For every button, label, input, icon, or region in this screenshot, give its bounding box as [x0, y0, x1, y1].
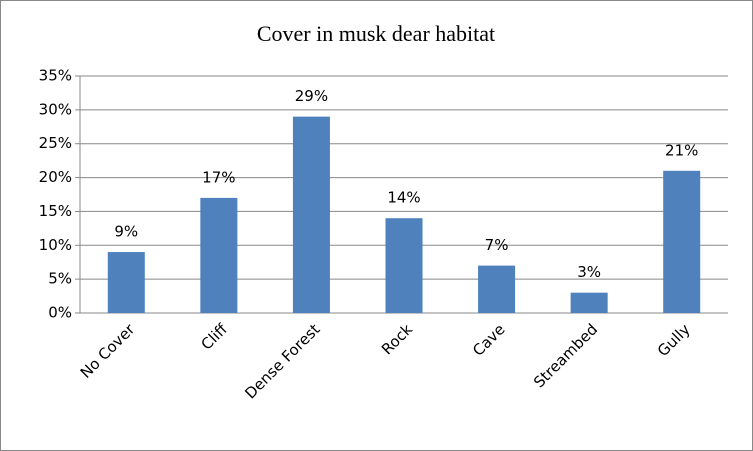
- y-tick-label: 15%: [39, 202, 72, 220]
- bar: [292, 116, 330, 313]
- y-tick-label: 20%: [39, 168, 72, 186]
- bar: [107, 252, 145, 313]
- value-label: 17%: [202, 168, 235, 186]
- y-tick-label: 30%: [39, 100, 72, 118]
- value-label: 9%: [114, 223, 138, 241]
- bar: [200, 197, 238, 313]
- value-label: 29%: [295, 87, 328, 105]
- y-tick-label: 25%: [39, 134, 72, 152]
- y-tick-label: 10%: [39, 236, 72, 254]
- value-label: 14%: [387, 189, 420, 207]
- y-tick-label: 0%: [48, 304, 72, 322]
- value-label: 3%: [577, 263, 601, 281]
- chart-title: Cover in musk dear habitat: [257, 21, 495, 46]
- bar: [663, 170, 701, 313]
- y-tick-label: 35%: [39, 67, 72, 85]
- value-label: 21%: [665, 141, 698, 159]
- y-tick-label: 5%: [48, 270, 72, 288]
- bar: [385, 218, 423, 313]
- value-label: 7%: [485, 236, 509, 254]
- bar: [570, 292, 608, 313]
- bar: [478, 265, 516, 313]
